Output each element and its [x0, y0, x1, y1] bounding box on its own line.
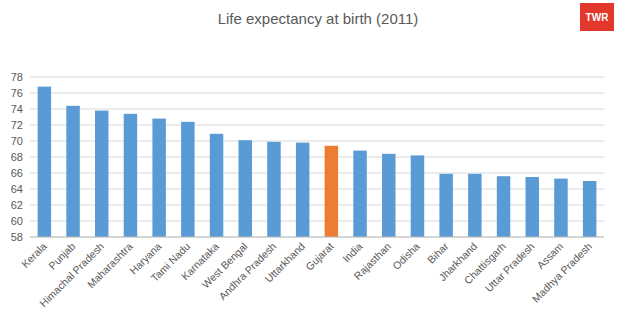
y-tick-label: 72: [11, 119, 23, 131]
bar: [497, 176, 510, 237]
bars: [38, 87, 597, 237]
grid-line: [30, 221, 604, 222]
y-tick-label: 68: [11, 151, 23, 163]
chart: Life expectancy at birth (2011) TWR 58 60 62…: [0, 0, 617, 328]
x-tick-label: Odisha: [390, 240, 422, 272]
bar: [296, 143, 309, 237]
y-tick-label: 76: [11, 87, 23, 99]
title: Life expectancy at birth (2011): [218, 10, 419, 27]
bar: [152, 119, 165, 237]
grid-line: [30, 173, 604, 174]
x-tick-label: Uttar Pradesh: [482, 240, 536, 294]
bar: [38, 87, 51, 237]
grid-line: [30, 93, 604, 94]
y-tick-label: 60: [11, 215, 23, 227]
logo-box: [580, 3, 614, 31]
bar: [554, 179, 567, 237]
background: [0, 0, 617, 328]
y-tick-label: 74: [11, 103, 23, 115]
grid-line: [30, 125, 604, 126]
grid-line: [30, 205, 604, 206]
bar: [66, 106, 79, 237]
x-tick-label: Rajasthan: [351, 240, 393, 282]
y-tick-label: 62: [11, 199, 23, 211]
bar: [239, 140, 252, 237]
y-tick-label: 58: [11, 231, 23, 243]
x-tick-label: India: [340, 240, 365, 265]
bar: [181, 122, 194, 237]
x-axis-line: [30, 237, 604, 238]
y-tick-label: 66: [11, 167, 23, 179]
bar: [124, 114, 137, 237]
bar: [411, 155, 424, 237]
bar: [526, 177, 539, 237]
grid-line: [30, 109, 604, 110]
x-tick-label: Gujarat: [303, 240, 336, 273]
bar: [95, 111, 108, 237]
x-tick-label: Maharashtra: [85, 240, 135, 290]
grid-line: [30, 141, 604, 142]
grid-line: [30, 189, 604, 190]
logo-text: TWR: [586, 12, 610, 23]
x-tick-label: Kerala: [19, 240, 49, 270]
y-tick-label: 70: [11, 135, 23, 147]
grid-line: [30, 157, 604, 158]
bar: [583, 181, 596, 237]
y-tick-label: 64: [11, 183, 23, 195]
x-tick-label: Bihar: [425, 240, 451, 266]
bar: [325, 146, 338, 237]
x-tick-label: Uttarkhand: [262, 240, 307, 285]
y-tick-label: 78: [11, 71, 23, 83]
bar: [468, 174, 481, 237]
bar: [210, 134, 223, 237]
grid-line: [30, 77, 604, 78]
x-tick-label: Madhya Pradesh: [529, 240, 594, 305]
bar: [353, 151, 366, 237]
bar: [382, 154, 395, 237]
bar: [439, 174, 452, 237]
grid-line: [30, 237, 604, 238]
bar: [267, 142, 280, 237]
